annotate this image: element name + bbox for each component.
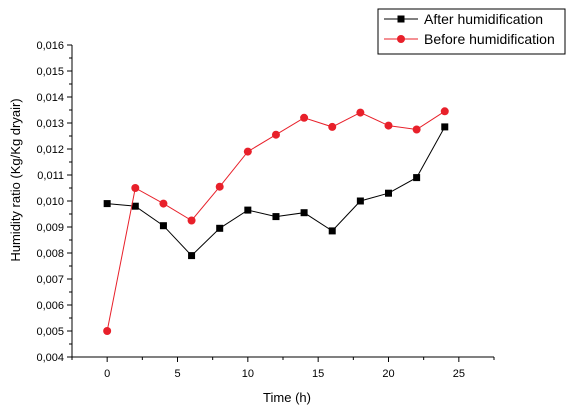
y-tick-label: 0,006 [36,300,64,312]
y-axis-title: Humidity ratio (Kg/Kg dryair) [8,98,23,261]
series-after-humidification [103,123,449,260]
x-tick-label: 5 [174,368,180,380]
legend-label: Before humidification [424,31,555,47]
legend-label: After humidification [424,11,543,27]
y-tick-label: 0,016 [36,40,64,52]
series-line [107,126,446,257]
data-point [159,199,168,208]
legend-marker [397,35,405,43]
data-point [131,202,139,210]
data-point [244,206,252,214]
data-point [216,224,224,232]
data-point [440,107,449,116]
y-tick-label: 0,007 [36,274,64,286]
data-point [271,130,280,139]
legend: After humidification Before humidificatio… [377,8,566,55]
data-point [215,182,224,191]
x-tick-label: 10 [242,368,254,380]
data-point [272,213,280,221]
data-point [356,197,364,205]
data-point [187,216,196,225]
y-tick-label: 0,015 [36,66,64,78]
y-tick-label: 0,009 [36,222,64,234]
data-point [441,123,449,131]
y-tick-label: 0,014 [36,92,64,104]
x-tick-label: 0 [104,368,110,380]
y-tick-label: 0,010 [36,196,64,208]
series-before-humidification [103,107,449,335]
data-point [243,147,252,156]
x-tick-label: 15 [312,368,324,380]
data-point [159,222,167,230]
x-axis-title: Time (h) [263,390,311,405]
series-layer [103,107,449,335]
x-tick-label: 25 [453,368,465,380]
data-point [356,108,365,117]
data-point [300,209,308,217]
axes: 0 5 10 15 20 25 0,004 0,005 0,006 0,007 0,008 0,009… [36,40,495,380]
data-point [300,113,309,122]
x-tick-label: 20 [382,368,394,380]
data-point [384,121,393,130]
data-point [103,200,111,208]
series-line [106,110,446,332]
data-point [412,125,421,134]
legend-item: Before humidification [384,31,555,47]
y-tick-label: 0,013 [36,118,64,130]
data-point [413,174,421,182]
data-point [188,252,196,260]
y-tick-label: 0,004 [36,352,64,364]
data-point [328,227,336,235]
data-point [131,184,140,192]
legend-item: After humidification [384,11,543,27]
y-tick-label: 0,005 [36,326,64,338]
data-point [385,189,392,197]
y-tick-label: 0,011 [37,170,64,182]
legend-box [377,8,566,55]
legend-marker [397,15,405,23]
y-tick-label: 0,012 [36,144,64,156]
data-point [103,327,112,335]
data-point [328,122,337,131]
y-tick-label: 0,008 [36,248,64,260]
